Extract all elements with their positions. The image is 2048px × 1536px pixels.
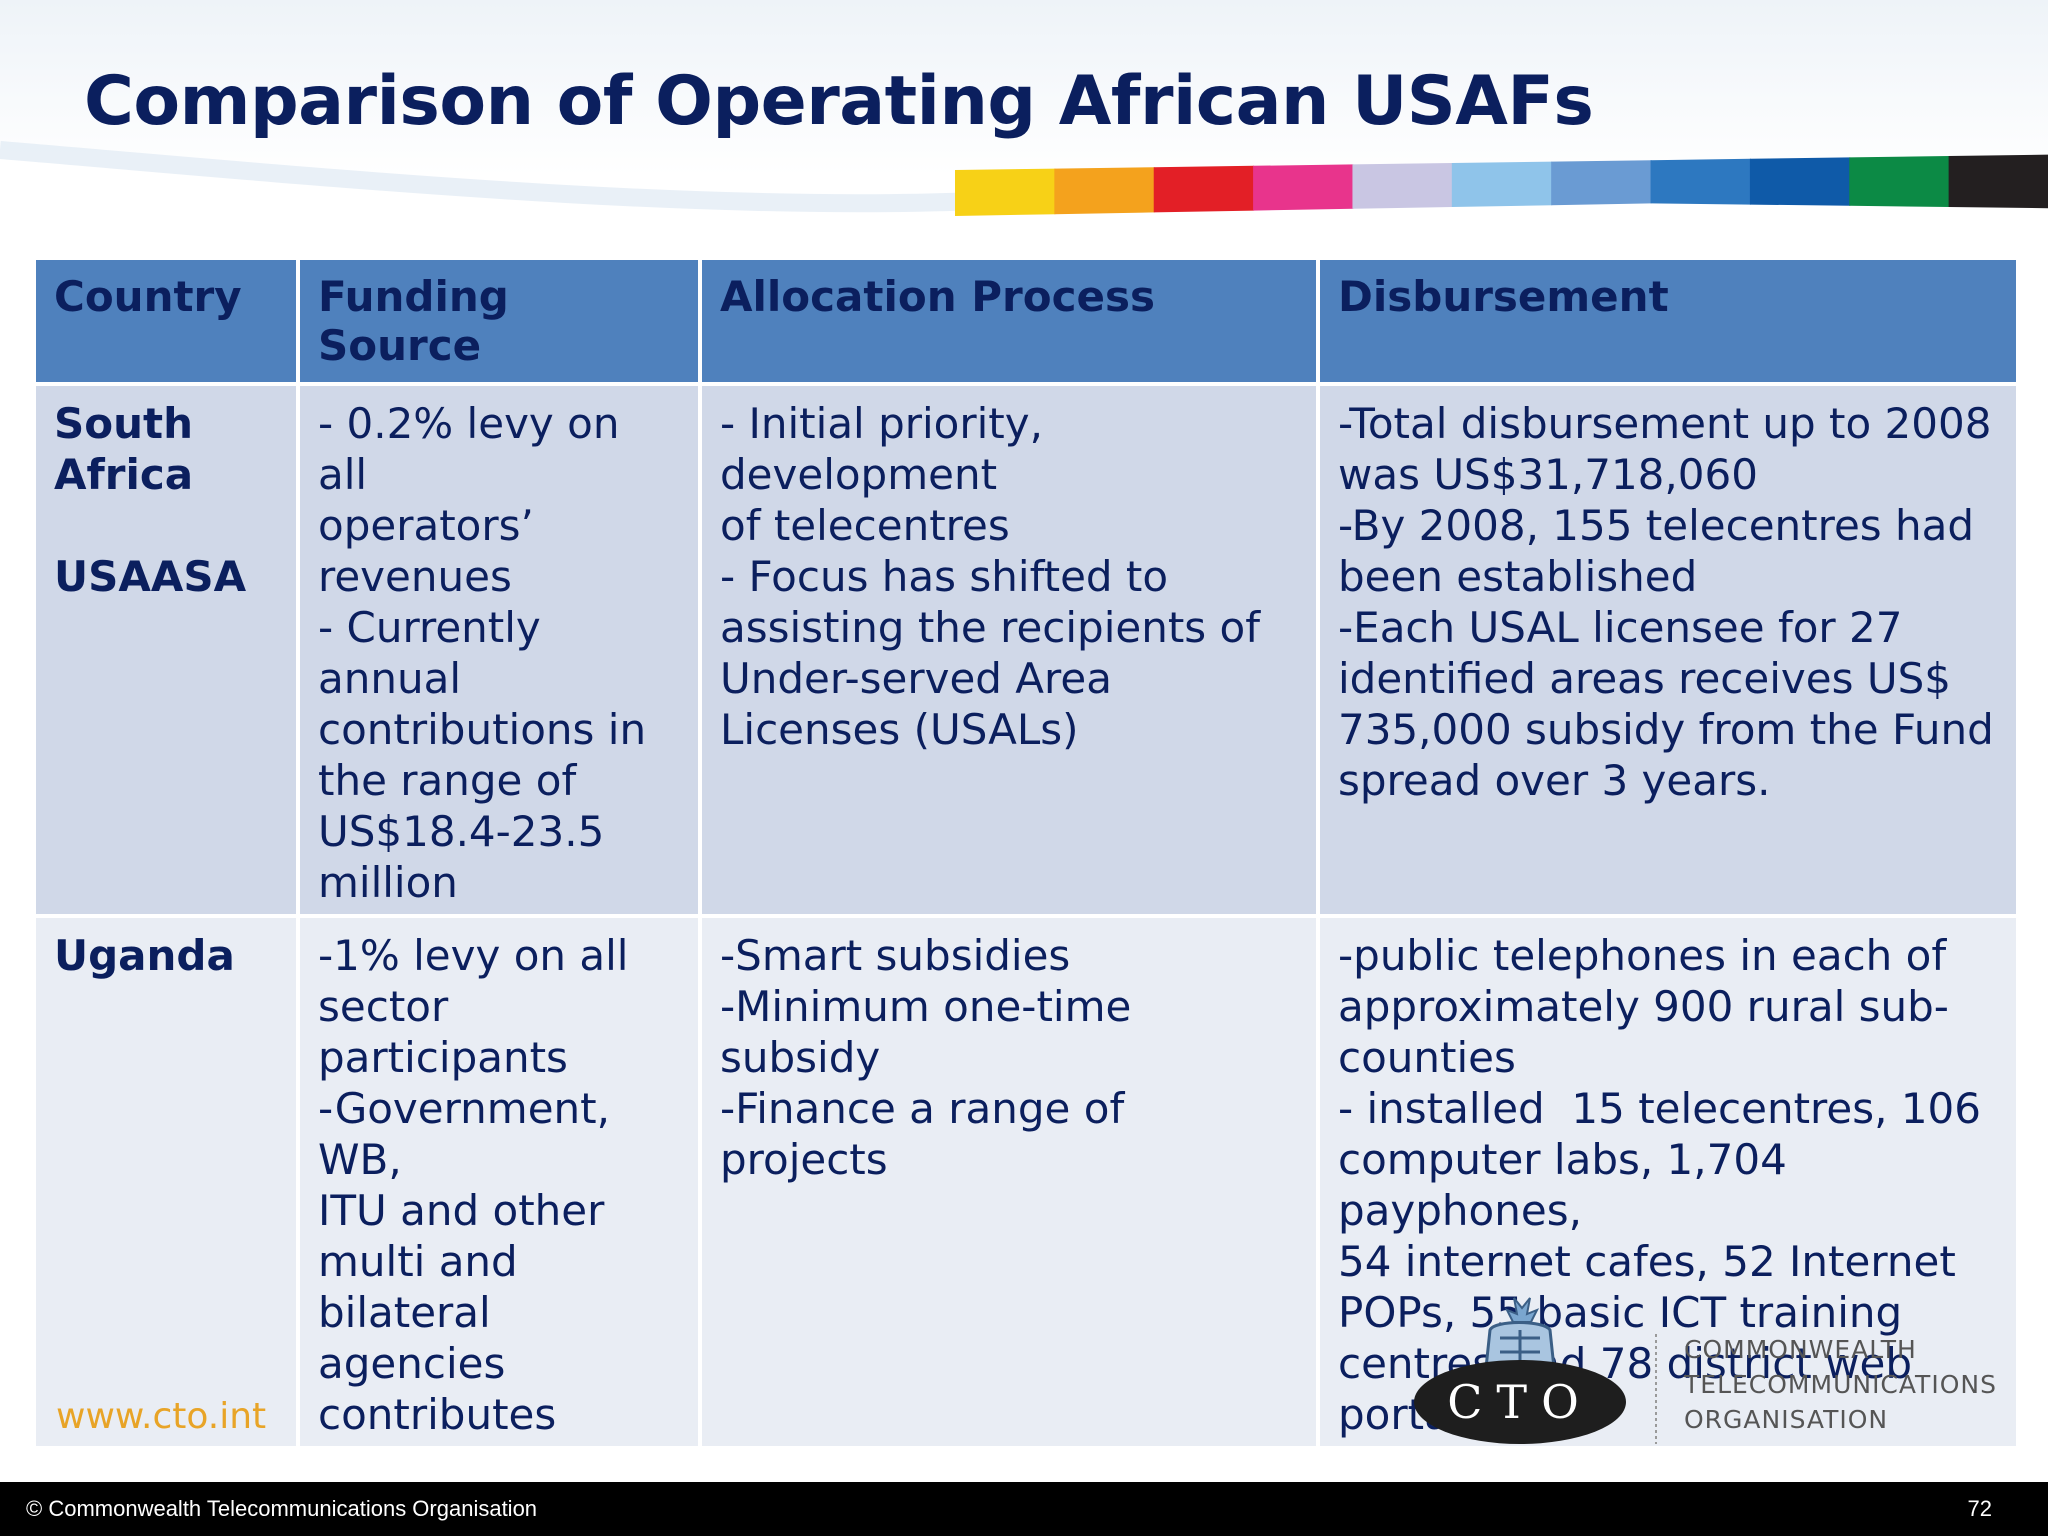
- page-number: 72: [1967, 1496, 1992, 1521]
- logo-org-line: COMMONWEALTH: [1684, 1335, 1917, 1364]
- cell-line: Africa: [54, 450, 194, 499]
- allocation-process-cell: - Initial priority, development of telec…: [698, 382, 1320, 918]
- cell-line: -public telephones in each of: [1338, 931, 1947, 980]
- cell-line: - Currently annual: [318, 603, 555, 703]
- disbursement-cell: -Total disbursement up to 2008 was US$31…: [1316, 382, 2020, 918]
- comparison-table: Country Funding Source Allocation Proces…: [32, 256, 2020, 1450]
- cell-line: was US$31,718,060: [1338, 450, 1758, 499]
- cell-line: - installed 15 telecentres, 106: [1338, 1084, 1981, 1133]
- cell-line: the range of: [318, 756, 577, 805]
- cell-line: -Government, WB,: [318, 1084, 624, 1184]
- cto-emblem-icon: CTO: [1414, 1297, 1626, 1444]
- color-band-segment: [1352, 163, 1453, 209]
- cell-line: -Total disbursement up to 2008: [1338, 399, 1992, 448]
- color-band-segment: [1054, 167, 1155, 215]
- cell-line: Licenses (USALs): [720, 705, 1079, 754]
- footer-copyright: © Commonwealth Telecommunications Organi…: [26, 1496, 538, 1521]
- header-country: Country: [32, 256, 300, 386]
- logo-acronym: CTO: [1447, 1375, 1593, 1429]
- footer-bar: © Commonwealth Telecommunications Organi…: [0, 1482, 2048, 1536]
- cell-line: -By 2008, 155 telecentres had: [1338, 501, 1975, 550]
- header-allocation-process: Allocation Process: [698, 256, 1320, 386]
- country-cell: Uganda: [32, 914, 300, 1450]
- table-row: South Africa USAASA - 0.2% levy on all o…: [32, 382, 2020, 918]
- color-band-segment: [1451, 161, 1553, 207]
- funding-source-cell: -1% levy on all sector participants -Gov…: [296, 914, 702, 1450]
- cell-line: been established: [1338, 552, 1698, 601]
- cell-line: 54 internet cafes, 52 Internet: [1338, 1237, 1956, 1286]
- cell-line: of telecentres: [720, 501, 1010, 550]
- cell-line: contributions in: [318, 705, 647, 754]
- cell-line: 735,000 subsidy from the Fund: [1338, 705, 1994, 754]
- cto-logo: CTO COMMONWEALTH TELECOMMUNICATIONS ORGA…: [1404, 1290, 2014, 1450]
- color-band-segment: [955, 168, 1056, 216]
- cell-line: ITU and other: [318, 1186, 605, 1235]
- cell-line: agencies: [318, 1339, 506, 1388]
- disbursement-cell: -public telephones in each of approximat…: [1316, 914, 2020, 1450]
- cell-spacer: [54, 500, 278, 551]
- table-row: Uganda -1% levy on all sector participan…: [32, 914, 2020, 1450]
- cell-line: - Focus has shifted to: [720, 552, 1169, 601]
- color-band-segment: [1253, 164, 1354, 211]
- cell-line: approximately 900 rural sub-: [1338, 982, 1949, 1031]
- cell-line: -Minimum one-time subsidy: [720, 982, 1145, 1082]
- funding-source-cell: - 0.2% levy on all operators’ revenues -…: [296, 382, 702, 918]
- cell-line: computer labs, 1,704 payphones,: [1338, 1135, 1801, 1235]
- cell-line: US$18.4-23.5: [318, 807, 605, 856]
- cell-line: assisting the recipients of: [720, 603, 1261, 652]
- table-header-row: Country Funding Source Allocation Proces…: [32, 256, 2020, 386]
- country-cell: South Africa USAASA: [32, 382, 300, 918]
- cell-line: USAASA: [54, 552, 247, 601]
- logo-org-line: ORGANISATION: [1684, 1405, 1889, 1434]
- color-band-segment: [1849, 156, 1950, 207]
- cell-line: South: [54, 399, 193, 448]
- color-band-segment: [1749, 157, 1851, 206]
- cell-line: - Initial priority, development: [720, 399, 1057, 499]
- slide-title: Comparison of Operating African USAFs: [84, 62, 1594, 141]
- cell-line: sector participants: [318, 982, 568, 1082]
- header-funding-source: Funding Source: [296, 256, 702, 386]
- cell-line: million: [318, 858, 458, 907]
- cell-line: identified areas receives US$: [1338, 654, 1951, 703]
- cell-line: multi and bilateral: [318, 1237, 532, 1337]
- cell-line: -1% levy on all: [318, 931, 629, 980]
- header-swoosh-decoration: [0, 141, 2048, 260]
- cell-line: spread over 3 years.: [1338, 756, 1771, 805]
- cell-line: POPs, 55 basic ICT training: [1338, 1288, 1903, 1337]
- color-band-segment: [1948, 154, 2048, 209]
- cell-line: -Each USAL licensee for 27: [1338, 603, 1903, 652]
- cell-line: Uganda: [54, 931, 235, 980]
- website-url: www.cto.int: [56, 1396, 267, 1437]
- cell-line: revenues: [318, 552, 512, 601]
- logo-organisation-name: COMMONWEALTH TELECOMMUNICATIONS ORGANISA…: [1684, 1332, 1997, 1437]
- cell-line: -Finance a range of projects: [720, 1084, 1151, 1184]
- allocation-process-cell: -Smart subsidies -Minimum one-time subsi…: [698, 914, 1320, 1450]
- cell-line: contributes: [318, 1390, 557, 1439]
- cell-line: operators’: [318, 501, 534, 550]
- logo-divider: [1655, 1334, 1657, 1444]
- cell-line: -Smart subsidies: [720, 931, 1071, 980]
- color-band-decoration: [955, 154, 2048, 216]
- cell-line: Under-served Area: [720, 654, 1112, 703]
- color-band-segment: [1551, 160, 1652, 206]
- cell-line: - 0.2% levy on all: [318, 399, 633, 499]
- color-band-segment: [1153, 165, 1255, 213]
- color-band-segment: [1650, 158, 1751, 205]
- cell-line: counties: [1338, 1033, 1516, 1082]
- header-disbursement: Disbursement: [1316, 256, 2020, 386]
- logo-org-line: TELECOMMUNICATIONS: [1684, 1370, 1997, 1399]
